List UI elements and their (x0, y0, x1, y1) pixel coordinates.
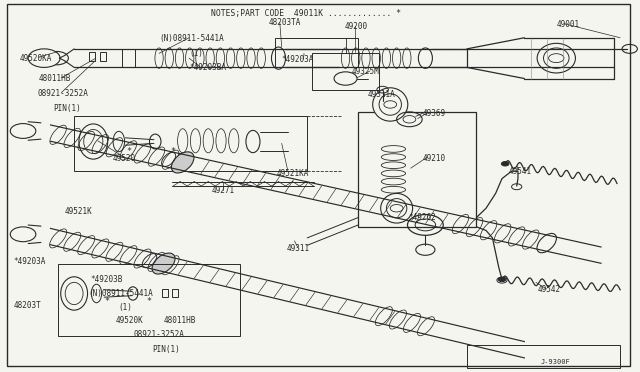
Text: 49200: 49200 (344, 22, 367, 31)
Bar (162, 289, 168, 297)
Text: 08921-3252A: 08921-3252A (134, 330, 184, 340)
Text: *: * (126, 147, 131, 156)
Bar (89, 52, 95, 61)
Text: 49210: 49210 (422, 154, 445, 163)
Text: (1): (1) (189, 49, 203, 58)
Text: *: * (104, 297, 109, 306)
Text: 49542: 49542 (537, 285, 560, 294)
Ellipse shape (172, 152, 194, 173)
Ellipse shape (537, 43, 575, 73)
Text: 49521K: 49521K (65, 207, 92, 216)
Text: 48011HB: 48011HB (164, 316, 196, 325)
Text: 49271: 49271 (211, 186, 235, 195)
Text: *: * (170, 147, 175, 156)
Text: 49311: 49311 (287, 244, 310, 253)
Text: 48203TA: 48203TA (269, 19, 301, 28)
Text: 49369: 49369 (422, 109, 445, 118)
Ellipse shape (152, 253, 175, 274)
Ellipse shape (61, 277, 88, 310)
Text: *49203A: *49203A (282, 55, 314, 64)
Bar (74, 116, 307, 171)
Text: *: * (147, 297, 151, 306)
Text: 49520K: 49520K (116, 316, 143, 325)
Bar (58, 264, 240, 336)
Text: *49262: *49262 (408, 213, 436, 222)
Text: PIN(1): PIN(1) (153, 344, 180, 353)
Bar (100, 52, 106, 61)
Circle shape (28, 49, 60, 67)
Bar (172, 289, 178, 297)
Bar (467, 345, 620, 368)
Text: 49311A: 49311A (368, 90, 396, 99)
Bar (275, 38, 358, 67)
Ellipse shape (79, 124, 108, 159)
Text: NOTES;PART CODE  49011K ............. *: NOTES;PART CODE 49011K ............. * (211, 9, 401, 18)
Text: 49541: 49541 (508, 167, 531, 176)
Text: 49521KA: 49521KA (276, 169, 309, 177)
Text: PIN(1): PIN(1) (53, 104, 81, 113)
Text: J-9300F: J-9300F (540, 359, 570, 365)
Circle shape (498, 277, 506, 282)
Ellipse shape (381, 193, 413, 223)
Bar (358, 112, 476, 227)
Text: *49203A: *49203A (13, 257, 46, 266)
Text: 49520: 49520 (113, 154, 136, 163)
Text: (N)08911-5441A: (N)08911-5441A (89, 289, 154, 298)
Text: *49203BA: *49203BA (189, 63, 226, 72)
Text: 48203T: 48203T (13, 301, 41, 310)
Text: (N)08911-5441A: (N)08911-5441A (159, 34, 224, 43)
Circle shape (501, 161, 509, 166)
Bar (312, 52, 380, 90)
Text: 49325M: 49325M (352, 67, 380, 76)
Ellipse shape (372, 88, 408, 121)
Text: (1): (1) (119, 303, 132, 312)
Text: *49203B: *49203B (90, 275, 122, 284)
Text: 49520KA: 49520KA (20, 54, 52, 62)
Text: 48011HB: 48011HB (39, 74, 72, 83)
Text: 49001: 49001 (556, 20, 579, 29)
Text: 08921-3252A: 08921-3252A (38, 89, 88, 98)
